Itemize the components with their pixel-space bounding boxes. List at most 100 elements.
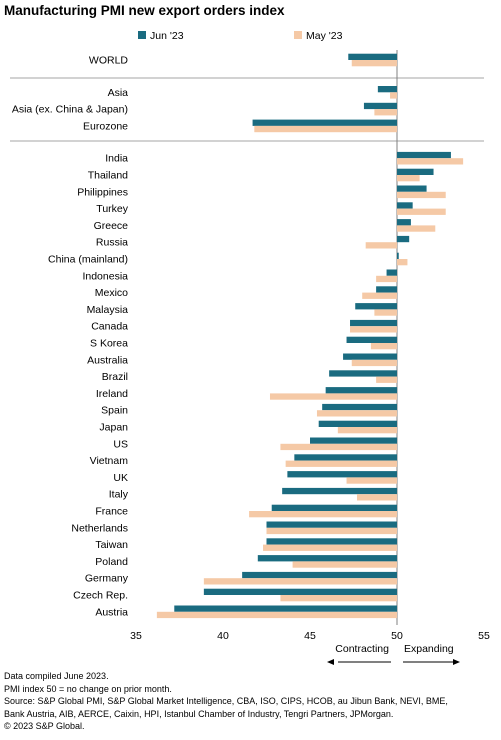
category-label: Italy [109, 489, 129, 501]
bar [365, 242, 397, 249]
bar [351, 60, 397, 67]
category-label: Philippines [77, 186, 128, 198]
category-label: Thailand [88, 170, 128, 182]
category-label: Czech Rep. [73, 590, 128, 602]
contracting-label: Contracting [335, 643, 389, 655]
expanding-label: Expanding [404, 643, 454, 655]
bar [254, 125, 397, 133]
bar [377, 86, 397, 93]
bar [370, 343, 397, 350]
category-label: Japan [99, 422, 128, 434]
bar [351, 359, 397, 367]
legend-label: May '23 [306, 30, 343, 42]
category-label: Turkey [96, 203, 128, 215]
bar [280, 595, 397, 602]
bar [397, 225, 436, 232]
bar [156, 611, 397, 619]
bar [348, 53, 397, 60]
category-label: Asia (ex. China & Japan) [12, 104, 128, 116]
bar [397, 202, 413, 209]
category-label: US [113, 438, 128, 450]
bar [266, 521, 397, 528]
bar [271, 504, 397, 511]
category-label: Indonesia [82, 270, 128, 282]
category-label: Germany [85, 573, 129, 585]
category-label: Australia [87, 354, 128, 366]
bar [386, 269, 397, 276]
category-label: Taiwan [95, 539, 128, 551]
bar [242, 571, 397, 579]
bar [282, 487, 397, 495]
x-tick-label: 40 [217, 630, 229, 642]
expanding-arrow-head [453, 659, 460, 665]
bar [350, 326, 397, 333]
bar [397, 219, 411, 226]
category-label: Ireland [96, 388, 128, 400]
category-label: Asia [108, 87, 129, 99]
bar [346, 477, 397, 484]
bar [397, 175, 420, 182]
category-label: Malaysia [87, 304, 129, 316]
bar [376, 275, 397, 283]
bar [203, 578, 397, 585]
bar [343, 353, 397, 360]
footnote-line: Source: S&P Global PMI, S&P Global Marke… [4, 696, 448, 707]
bar [350, 319, 397, 327]
bar [397, 259, 408, 266]
bar-chart: Jun '23 May '23 WORLD Asia Asia (ex. China &… [10, 30, 490, 665]
bar [310, 437, 397, 444]
bar [397, 191, 446, 199]
bar [374, 309, 397, 316]
category-label: India [105, 153, 128, 165]
bar [266, 527, 397, 535]
footnote-line: Data compiled June 2023. [4, 671, 109, 681]
category-label: Russia [96, 237, 128, 249]
bar [257, 555, 397, 562]
footnote-line: Bank Austria, AIB, AERCE, Caixin, HPI, I… [4, 708, 394, 719]
bar [390, 92, 397, 99]
category-label: Greece [94, 220, 129, 232]
footnotes: Data compiled June 2023. PMI index 50 = … [4, 670, 499, 733]
category-label: China (mainland) [48, 254, 128, 266]
category-label: Mexico [95, 287, 128, 299]
bar [266, 538, 397, 545]
bar [397, 235, 410, 243]
bar [346, 336, 397, 343]
bar [263, 544, 397, 551]
chart-title: Manufacturing PMI new export orders inde… [4, 3, 285, 18]
bar [363, 102, 397, 110]
bar [397, 151, 451, 159]
bar [376, 376, 397, 383]
bar [174, 605, 397, 612]
bar [376, 286, 397, 293]
legend-swatch [138, 31, 146, 39]
bar [397, 168, 434, 175]
category-label: France [95, 506, 128, 518]
bar [397, 158, 464, 165]
bar [269, 393, 397, 400]
legend-swatch [294, 31, 302, 39]
category-label: WORLD [89, 55, 129, 67]
bar [252, 119, 397, 126]
category-label: Poland [95, 556, 128, 568]
x-tick-label: 50 [391, 630, 403, 642]
category-label: UK [113, 472, 128, 484]
bar [397, 208, 446, 215]
category-label: Brazil [102, 371, 128, 383]
legend-label: Jun '23 [150, 30, 184, 42]
bar [329, 370, 397, 377]
bar [397, 252, 399, 259]
footnote-line: PMI index 50 = no change on prior month. [4, 683, 172, 694]
bar [355, 303, 397, 310]
bar [397, 185, 427, 192]
bar [356, 494, 397, 501]
bar [280, 443, 397, 451]
x-tick-label: 35 [130, 630, 142, 642]
x-tick-label: 45 [304, 630, 316, 642]
category-label: Spain [101, 405, 128, 417]
bar [292, 561, 397, 568]
bar [294, 454, 397, 461]
category-label: Eurozone [83, 120, 128, 132]
contracting-arrow-head [327, 659, 334, 665]
bar [285, 460, 397, 467]
